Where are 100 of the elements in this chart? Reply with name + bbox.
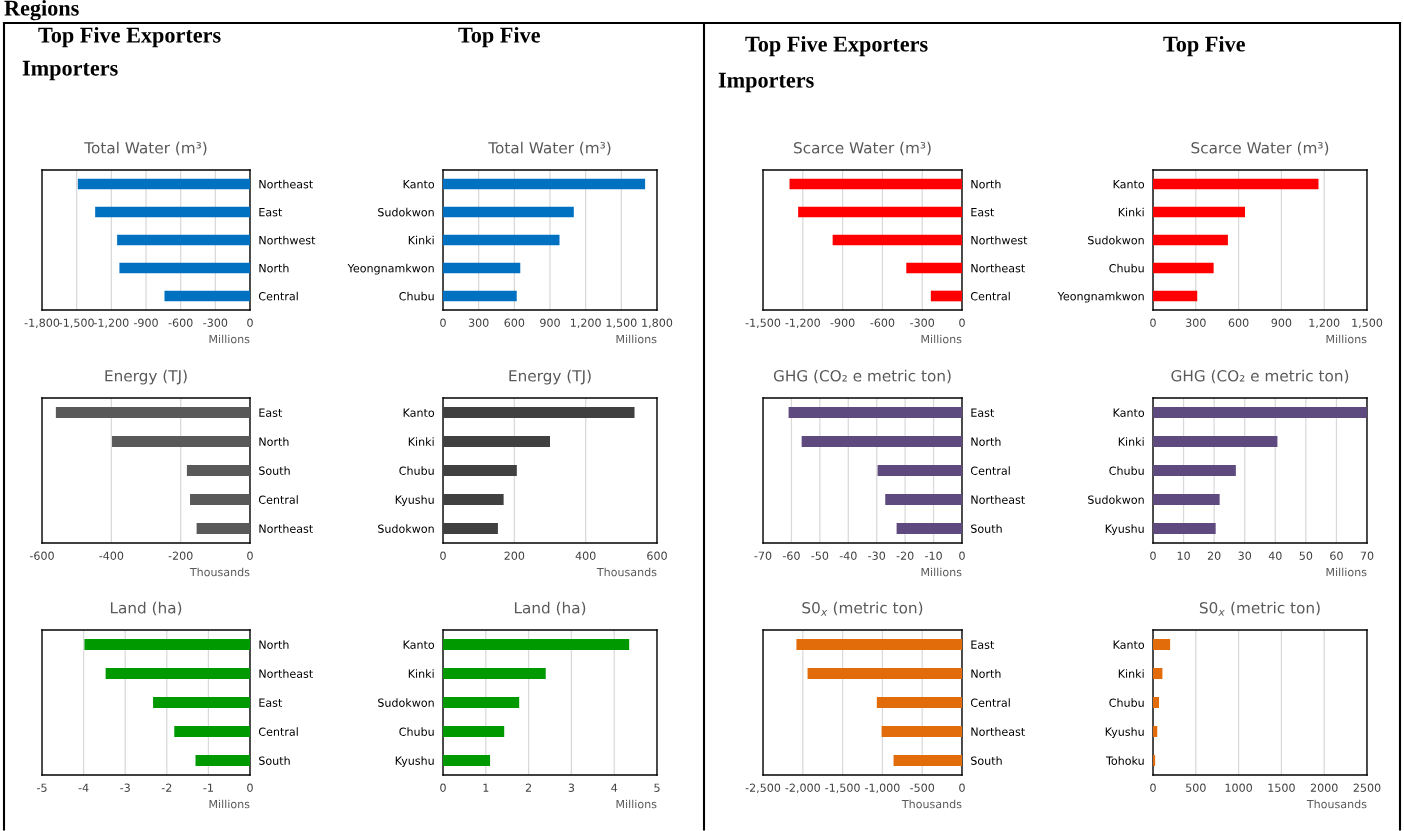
y-tick-label: Central (258, 291, 298, 301)
y-tick-label: North (259, 640, 289, 649)
x-tick-label: 20 (1207, 551, 1221, 560)
x-tick-label: 10 (1177, 551, 1190, 560)
chart-title: Total Water (m³) (84, 141, 207, 156)
bar (1153, 493, 1220, 506)
x-tick-label: 0 (440, 783, 446, 792)
text: Regions (4, 0, 79, 21)
x-tick-label: 0 (247, 551, 253, 560)
bar (1153, 464, 1236, 477)
x-tick-label: 1,200 (570, 318, 601, 329)
y-tick-label: Kyushu (395, 756, 434, 768)
x-tick-label: 1,500 (1352, 318, 1383, 329)
y-tick-label: Chubu (399, 727, 434, 736)
x-axis-title: Thousands (1306, 799, 1367, 809)
x-tick-label: 0 (959, 318, 965, 327)
bar (443, 725, 505, 738)
y-tick-label: Kyushu (1105, 524, 1144, 536)
x-tick-label: 400 (575, 551, 596, 560)
x-tick-label: 900 (1271, 318, 1292, 327)
x-tick-label: -1 (203, 783, 213, 792)
x-tick-label: 3 (568, 783, 575, 792)
x-tick-label: -300 (203, 318, 228, 327)
bar (1153, 406, 1367, 419)
x-tick-label: 600 (647, 551, 667, 560)
y-tick-label: East (259, 208, 283, 217)
y-tick-label: South (971, 756, 1002, 765)
x-tick-label: 0 (1150, 318, 1156, 327)
y-tick-label: North (971, 179, 1001, 189)
bar (443, 234, 560, 246)
x-tick-label: 1,200 (1309, 318, 1340, 329)
x-tick-label: 1500 (1268, 783, 1295, 792)
x-tick-label: -900 (133, 318, 158, 327)
x-tick-label: 4 (611, 783, 618, 792)
y-tick-label: Kanto (1113, 408, 1145, 417)
x-tick-label: -1,500 (745, 318, 781, 329)
y-tick-label: Sudokwon (378, 698, 434, 707)
y-tick-label: Kanto (403, 640, 435, 649)
x-tick-label: -20 (896, 551, 914, 560)
x-tick-label: 2000 (1310, 783, 1338, 792)
x-tick-label: 2 (525, 783, 532, 792)
x-tick-label: 0 (1150, 783, 1156, 792)
x-tick-label: 1,500 (606, 318, 637, 329)
x-tick-label: 60 (1330, 551, 1343, 560)
y-tick-label: South (971, 524, 1002, 533)
chart-title: Energy (TJ) (509, 369, 591, 385)
bar (1153, 696, 1159, 709)
x-tick-label: -1,200 (93, 318, 129, 329)
text: Importers (718, 72, 814, 93)
y-tick-label: Tohoku (1105, 756, 1144, 765)
x-axis-title: Thousands (596, 567, 657, 577)
y-tick-label: North (971, 437, 1001, 446)
x-axis-title: Millions (1326, 334, 1367, 344)
x-tick-label: 200 (504, 551, 525, 560)
y-tick-label: Northwest (259, 235, 316, 245)
x-tick-label: -600 (870, 318, 895, 327)
chart-title: S0$_{x}$ (metric ton) (802, 601, 923, 616)
bar (443, 435, 550, 448)
y-tick-label: Chubu (399, 291, 434, 301)
y-tick-label: East (971, 408, 995, 417)
y-tick-label: East (259, 698, 283, 707)
bar (1153, 206, 1246, 218)
y-tick-label: Kyushu (395, 495, 434, 507)
y-tick-label: Kyushu (1105, 727, 1144, 739)
x-tick-label: 0 (959, 783, 965, 792)
y-tick-label: Northeast (971, 727, 1025, 736)
y-tick-label: Sudokwon (378, 524, 434, 533)
chart-title: Energy (TJ) (105, 369, 187, 385)
text: Importers (22, 60, 118, 81)
x-axis-title: Millions (921, 334, 962, 344)
x-tick-label: -3 (120, 783, 130, 792)
x-tick-label: -5 (37, 783, 47, 792)
x-tick-label: 0 (440, 551, 446, 560)
y-tick-label: Northeast (259, 179, 313, 189)
y-tick-label: Central (258, 727, 298, 736)
x-tick-label: 30 (1238, 551, 1252, 560)
x-tick-label: 600 (504, 318, 525, 327)
x-axis-title: Millions (616, 334, 657, 344)
bar (1153, 435, 1278, 448)
y-tick-label: South (259, 466, 290, 475)
x-tick-label: -2,000 (785, 783, 820, 794)
bar (1153, 178, 1319, 190)
x-tick-label: -1,500 (825, 783, 860, 794)
bar (443, 696, 520, 709)
x-tick-label: -300 (910, 318, 935, 327)
x-tick-label: -60 (782, 551, 800, 560)
chart-title: S0$_{x}$ (metric ton) (1199, 601, 1320, 616)
x-tick-label: -900 (830, 318, 855, 327)
y-tick-label: Kanto (403, 180, 435, 189)
bar (443, 290, 517, 302)
y-tick-label: Northeast (971, 495, 1025, 504)
y-tick-label: East (971, 208, 995, 217)
bar (443, 406, 635, 419)
bar (443, 522, 498, 535)
chart-title: GHG (CO₂ e metric ton) (773, 369, 951, 384)
x-tick-label: -1,800 (24, 318, 60, 329)
y-tick-label: Central (970, 291, 1010, 301)
x-tick-label: 300 (1186, 318, 1206, 327)
x-tick-label: -30 (868, 551, 886, 560)
bar (443, 667, 546, 680)
